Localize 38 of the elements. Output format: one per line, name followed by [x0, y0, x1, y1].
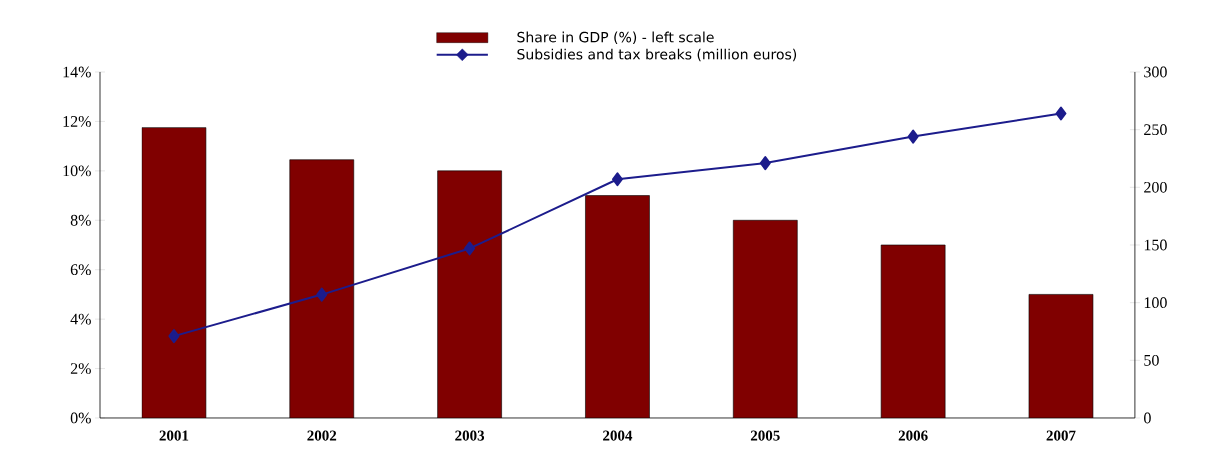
bar: [289, 159, 355, 418]
point: [759, 156, 771, 171]
y-tick-label: 14%: [63, 66, 91, 78]
legend-label: Share in GDP (%) - left scale: [517, 31, 714, 45]
x-tick-label: 2003: [455, 430, 485, 441]
bar: [1028, 294, 1094, 418]
y2-tick-label: 200: [1144, 181, 1167, 193]
point: [168, 329, 180, 344]
x-tick-label: 2007: [1046, 430, 1076, 441]
x-tick-label: 2004: [603, 430, 633, 441]
legend-label: Subsidies and tax breaks (million euros): [517, 48, 797, 62]
bar: [585, 195, 650, 418]
y2-tick-label: 50: [1144, 354, 1159, 366]
y-tick-label: 0%: [70, 412, 91, 424]
x-tick-label: 2001: [159, 430, 189, 441]
point: [907, 129, 919, 144]
y-tick-label: 2%: [70, 363, 91, 374]
y-tick-label: 4%: [70, 313, 91, 325]
point: [316, 287, 328, 302]
bar: [437, 170, 502, 418]
y2-tick-label: 300: [1144, 66, 1167, 78]
bar: [880, 244, 946, 418]
point: [1055, 106, 1067, 121]
point: [464, 241, 476, 256]
y-tick-label: 8%: [70, 214, 91, 226]
y-tick-label: 6%: [70, 264, 91, 276]
point: [611, 172, 623, 187]
bar: [732, 219, 798, 418]
x-tick-label: 2006: [898, 430, 928, 441]
y2-tick-label: 0: [1144, 412, 1151, 424]
y2-tick-label: 100: [1144, 297, 1167, 309]
y-tick-label: 12%: [63, 116, 91, 127]
x-tick-label: 2005: [750, 430, 780, 441]
bar: [141, 127, 207, 418]
y2-tick-label: 250: [1144, 124, 1167, 136]
y-tick-label: 10%: [63, 165, 91, 177]
x-tick-label: 2002: [307, 430, 337, 441]
y2-tick-label: 150: [1144, 239, 1167, 251]
